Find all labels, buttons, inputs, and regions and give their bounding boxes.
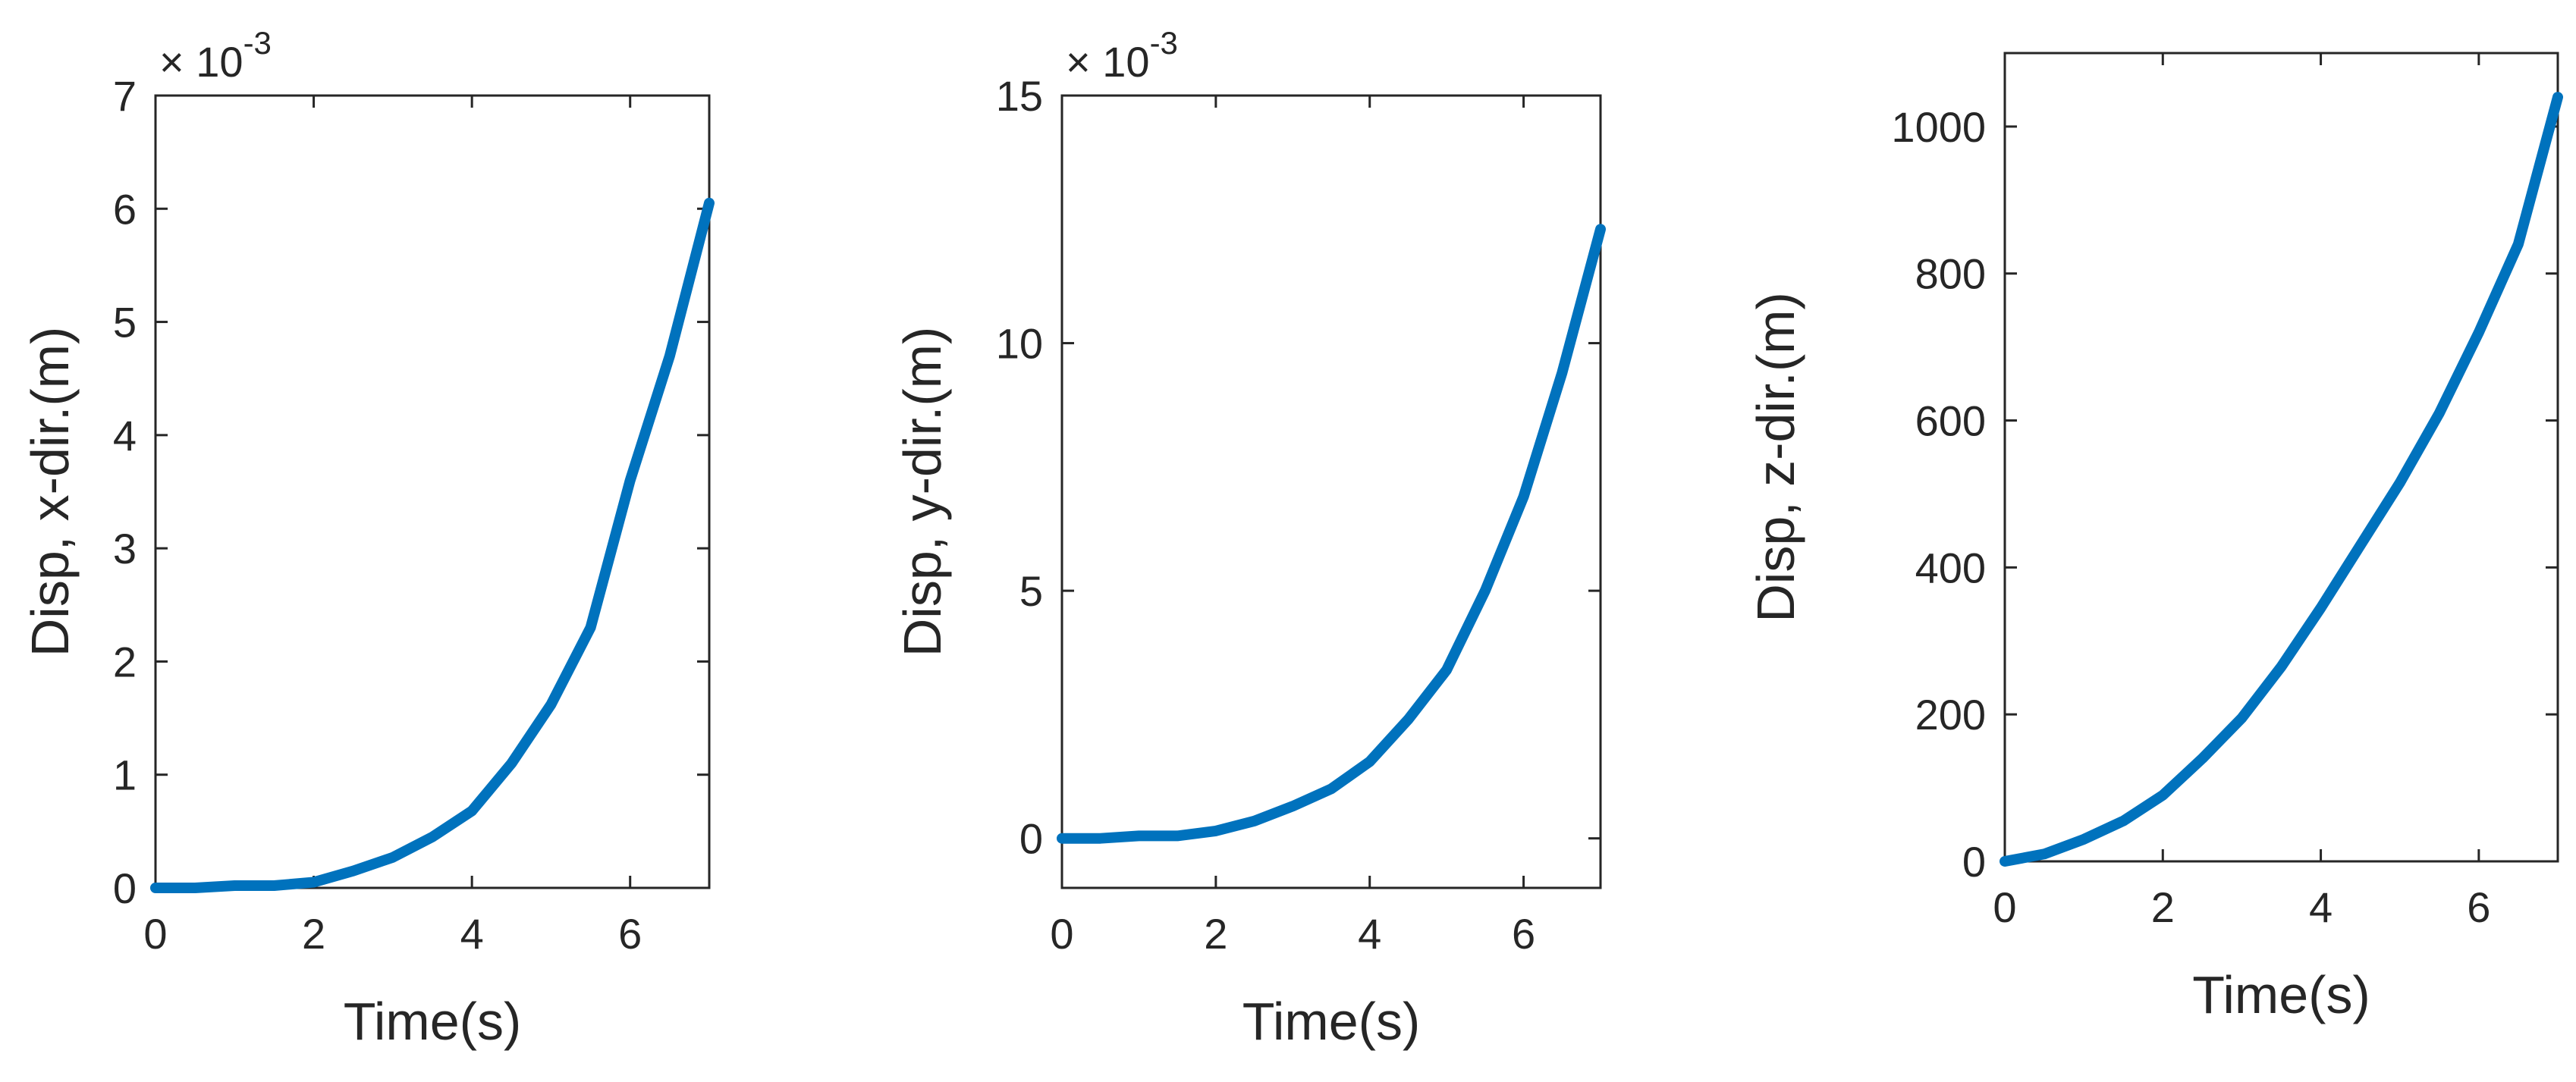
- x-tick-label: 2: [302, 910, 325, 958]
- y-tick-label: 7: [113, 72, 137, 120]
- y-tick-label: 10: [996, 320, 1043, 368]
- y-tick-label: 400: [1915, 544, 1986, 591]
- y-tick-label: 1: [113, 751, 137, 799]
- y-tick-label: 5: [113, 299, 137, 347]
- axis-exponent-label: × 10-3: [159, 25, 272, 86]
- exponent-power: -3: [243, 25, 272, 61]
- y-axis-label: Disp, z-dir.(m): [1746, 292, 1805, 623]
- x-tick-label: 4: [460, 910, 484, 958]
- axis-exponent-label: × 10-3: [1066, 25, 1178, 86]
- chart-panel-1: 0 2 4 6 0 1 2 3 4 5 6 7 × 10-3 Time(s) Disp, x-dir.(m): [20, 25, 715, 1051]
- x-tick-label: 0: [143, 910, 167, 958]
- y-tick-label: 600: [1915, 397, 1986, 445]
- exponent-base: × 10: [1066, 38, 1150, 86]
- y-tick-label: 4: [113, 412, 137, 459]
- x-axis-label: Time(s): [1242, 992, 1421, 1051]
- exponent-power: -3: [1150, 25, 1178, 61]
- y-tick-label: 5: [1019, 567, 1043, 615]
- x-tick-label: 4: [1358, 910, 1381, 958]
- x-tick-label: 2: [1204, 910, 1227, 958]
- x-tick-label: 6: [618, 910, 642, 958]
- series-line: [1057, 224, 1606, 844]
- x-axis-label: Time(s): [2192, 965, 2370, 1024]
- x-tick-label: 4: [2309, 883, 2333, 931]
- y-tick-label: 800: [1915, 250, 1986, 298]
- x-tick-label: 2: [2151, 883, 2175, 931]
- y-axis-label: Disp, x-dir.(m): [20, 327, 80, 657]
- x-tick-label: 0: [1993, 883, 2016, 931]
- series-line: [2000, 92, 2563, 867]
- y-tick-label: 0: [1019, 815, 1043, 863]
- y-tick-label: 0: [1962, 838, 1986, 886]
- y-tick-label: 0: [113, 864, 137, 912]
- plot-frame: [1060, 94, 1602, 889]
- chart-panel-3: 0 2 4 6 0 200 400 600 800 1000 Time(s) Disp, z-dir.…: [1746, 52, 2563, 1024]
- x-tick-label: 0: [1050, 910, 1073, 958]
- y-axis-label: Disp, y-dir.(m): [893, 327, 952, 657]
- exponent-base: × 10: [159, 38, 243, 86]
- x-tick-label: 6: [1512, 910, 1535, 958]
- series-line: [150, 197, 715, 893]
- y-tick-label: 1000: [1891, 103, 1986, 151]
- x-axis-label: Time(s): [344, 992, 522, 1051]
- plot-frame: [2003, 52, 2559, 863]
- x-tick-label: 6: [2467, 883, 2490, 931]
- y-tick-label: 200: [1915, 691, 1986, 739]
- y-tick-label: 15: [996, 72, 1043, 120]
- y-tick-label: 2: [113, 638, 137, 685]
- chart-panel-2: 0 2 4 6 0 5 10 15 × 10-3 Time(s) Disp, y-dir.(m): [893, 25, 1606, 1051]
- y-tick-label: 6: [113, 185, 137, 233]
- y-tick-label: 3: [113, 525, 137, 572]
- plot-frame: [154, 94, 711, 889]
